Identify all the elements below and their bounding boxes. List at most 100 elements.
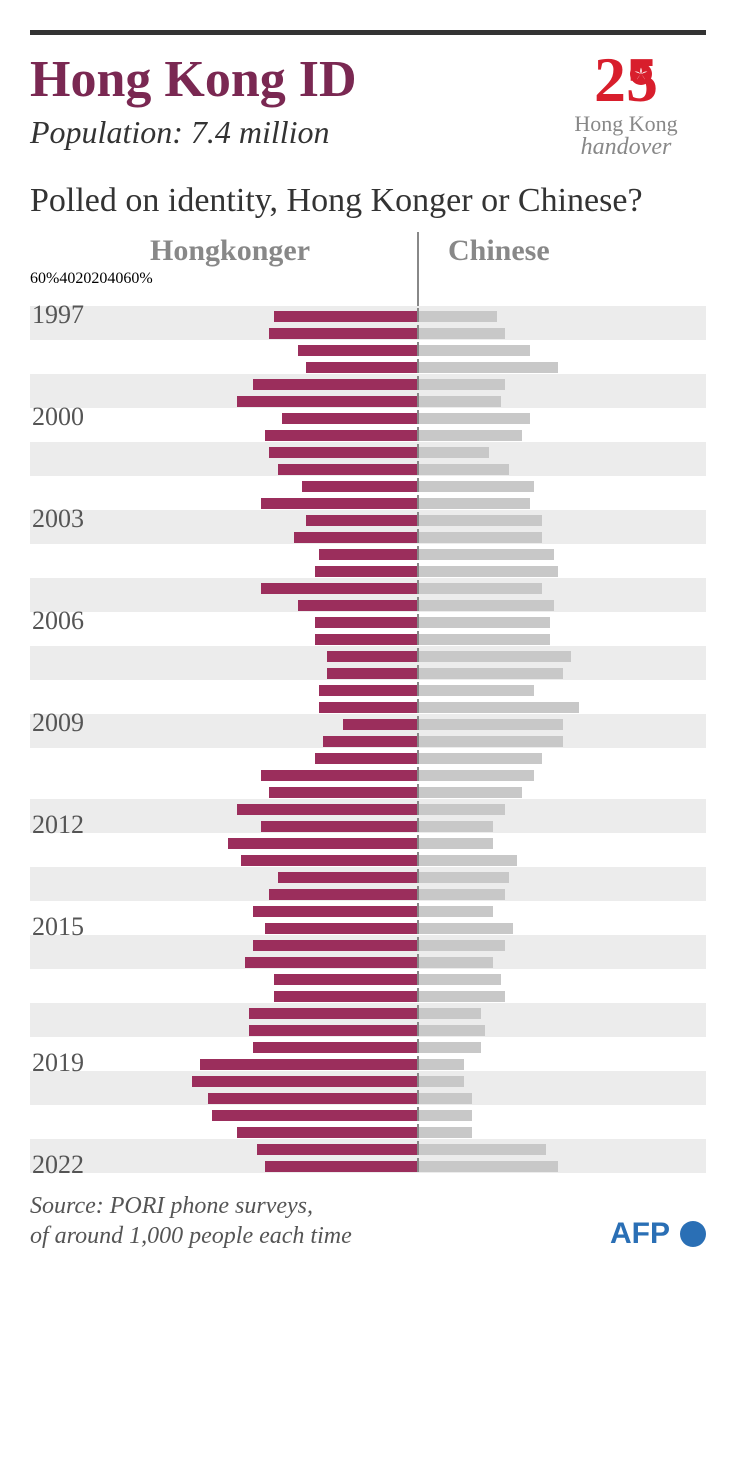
tick-label: 40 (107, 270, 123, 287)
hongkonger-bar (228, 838, 417, 849)
bar-pair (130, 512, 706, 526)
chinese-bar (419, 498, 530, 509)
left-half (130, 903, 417, 917)
left-half (130, 818, 417, 832)
bar-pair (130, 1073, 706, 1087)
bar-pair (130, 529, 706, 543)
left-half (130, 359, 417, 373)
right-half (417, 308, 706, 322)
left-half (130, 954, 417, 968)
right-half (417, 512, 706, 526)
left-half (130, 767, 417, 781)
data-row: 2009 (30, 714, 706, 731)
chinese-bar (419, 940, 505, 951)
chinese-bar (419, 600, 554, 611)
bar-pair (130, 359, 706, 373)
hongkonger-bar (253, 1042, 417, 1053)
hongkonger-bar (192, 1076, 418, 1087)
afp-dot-icon (680, 1221, 706, 1247)
left-half (130, 835, 417, 849)
year-label: 2019 (30, 1048, 130, 1078)
bar-pair (130, 954, 706, 968)
header: Hong Kong ID Population: 7.4 million 25 … (0, 35, 736, 171)
hongkonger-bar (269, 447, 417, 458)
chinese-bar (419, 413, 530, 424)
data-row (30, 323, 706, 340)
tick-label: 60% (30, 270, 59, 287)
chinese-bar (419, 1059, 464, 1070)
right-half (417, 631, 706, 645)
bar-pair (130, 631, 706, 645)
right-half (417, 971, 706, 985)
chinese-bar (419, 855, 517, 866)
chinese-bar (419, 872, 509, 883)
hongkonger-bar (265, 1161, 417, 1172)
center-axis-line (417, 232, 419, 306)
right-half (417, 563, 706, 577)
data-row: 2015 (30, 918, 706, 935)
bar-pair (130, 750, 706, 764)
left-half (130, 869, 417, 883)
right-half (417, 410, 706, 424)
data-row (30, 544, 706, 561)
data-row (30, 697, 706, 714)
data-row (30, 969, 706, 986)
right-half (417, 1039, 706, 1053)
data-row (30, 731, 706, 748)
data-row (30, 459, 706, 476)
hongkonger-bar (319, 685, 417, 696)
left-half (130, 580, 417, 594)
left-half (130, 631, 417, 645)
right-half (417, 767, 706, 781)
left-half (130, 886, 417, 900)
bar-pair (130, 563, 706, 577)
bars-area: 199720002003200620092012201520192022 (30, 306, 706, 1173)
right-half (417, 716, 706, 730)
data-row (30, 680, 706, 697)
bar-pair (130, 1022, 706, 1036)
bar-pair (130, 784, 706, 798)
right-half (417, 886, 706, 900)
right-half (417, 648, 706, 662)
hongkonger-bar (343, 719, 417, 730)
tick-label: 20 (91, 270, 107, 287)
right-half (417, 580, 706, 594)
bar-pair (130, 1005, 706, 1019)
data-row (30, 561, 706, 578)
bar-pair (130, 971, 706, 985)
bar-pair (130, 614, 706, 628)
right-half (417, 444, 706, 458)
right-half (417, 597, 706, 611)
hongkonger-bar (315, 566, 418, 577)
right-half (417, 733, 706, 747)
hongkonger-bar (253, 379, 417, 390)
chinese-bar (419, 1144, 546, 1155)
data-row: 1997 (30, 306, 706, 323)
hongkonger-bar (200, 1059, 417, 1070)
bar-pair (130, 988, 706, 1002)
hongkonger-bar (294, 532, 417, 543)
right-half (417, 784, 706, 798)
year-label: 2000 (30, 402, 130, 432)
chinese-bar (419, 515, 542, 526)
bar-pair (130, 1158, 706, 1172)
data-row (30, 425, 706, 442)
hongkonger-bar (298, 345, 417, 356)
hongkonger-bar (265, 430, 417, 441)
bar-pair (130, 393, 706, 407)
bar-pair (130, 1141, 706, 1155)
left-half (130, 495, 417, 509)
left-half (130, 1124, 417, 1138)
left-half (130, 427, 417, 441)
data-row: 2003 (30, 510, 706, 527)
data-row (30, 850, 706, 867)
hongkonger-bar (237, 396, 417, 407)
chinese-bar (419, 549, 554, 560)
tick-label: 20 (75, 270, 91, 287)
hongkonger-bar (261, 770, 417, 781)
chinese-bar (419, 1127, 472, 1138)
bar-pair (130, 427, 706, 441)
data-row: 2012 (30, 816, 706, 833)
chart: Hongkonger Chinese 60%4020204060% 199720… (0, 234, 736, 1173)
data-row (30, 986, 706, 1003)
